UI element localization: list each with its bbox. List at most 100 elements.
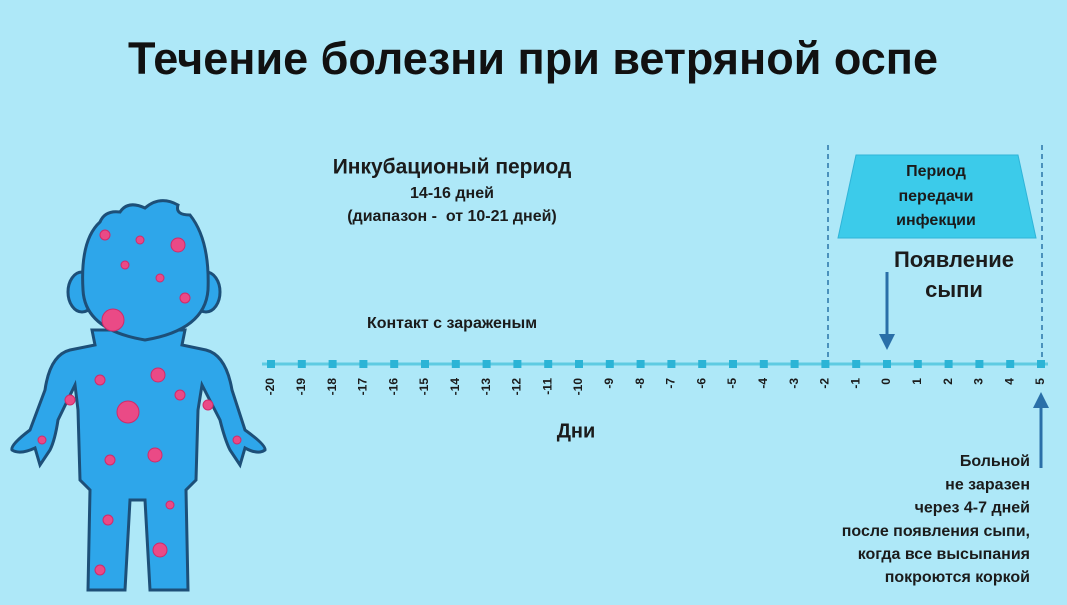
spot: [152, 542, 168, 558]
tick-mark: [759, 360, 768, 368]
tick-mark: [913, 360, 922, 368]
tick-mark: [451, 360, 460, 368]
tick-label: 4: [1002, 378, 1016, 385]
tick-mark: [297, 360, 306, 368]
incubation-range: (диапазон - от 10-21 дней): [347, 208, 557, 225]
tick-label: 1: [910, 378, 924, 385]
spot: [116, 400, 140, 424]
tick-mark: [328, 360, 337, 368]
transmission-label: передачи: [898, 188, 973, 205]
spot: [94, 564, 106, 576]
tick-mark: [636, 360, 645, 368]
tick-label: -19: [294, 378, 308, 396]
tick-mark: [821, 360, 830, 368]
tick-mark: [513, 360, 522, 368]
rash-arrow: [879, 272, 895, 350]
tick-mark: [667, 360, 676, 368]
tick-label: -4: [756, 378, 770, 389]
tick-label: -1: [848, 378, 862, 389]
timeline-ticks: -20 -19 -18 -17 -16 -15 -14 -13 -12 -11 -10 -9 -8 -7-…: [263, 360, 1047, 395]
tick-mark: [790, 360, 799, 368]
tick-mark: [883, 360, 891, 368]
spot: [155, 273, 165, 283]
tick-mark: [852, 360, 861, 368]
spot: [99, 229, 111, 241]
spot: [165, 500, 175, 510]
tick-mark: [359, 360, 368, 368]
tick-label: -9: [602, 378, 616, 389]
contact-label: Контакт с зараженым: [367, 315, 537, 332]
rash-onset-label: сыпи: [925, 277, 983, 302]
spot: [37, 435, 47, 445]
tick-mark: [698, 360, 707, 368]
note-line: после появления сыпи,: [842, 523, 1030, 540]
tick-label: -8: [633, 378, 647, 389]
child-figure: [10, 199, 267, 592]
spot: [135, 235, 145, 245]
incubation-duration: 14-16 дней: [410, 185, 494, 202]
note-line: через 4-7 дней: [915, 500, 1030, 517]
tick-mark: [729, 360, 737, 368]
tick-mark: [1006, 360, 1015, 368]
tick-label: -20: [263, 378, 277, 396]
spot: [64, 394, 76, 406]
spot: [104, 454, 116, 466]
tick-mark: [267, 360, 275, 368]
tick-label: -12: [510, 378, 524, 396]
tick-mark: [482, 360, 491, 368]
tick-label: -17: [356, 378, 370, 396]
spot: [174, 389, 186, 401]
incubation-title: Инкубационый период: [333, 156, 572, 179]
tick-mark: [1037, 360, 1045, 368]
spot: [101, 308, 125, 332]
spot: [147, 447, 163, 463]
tick-mark: [605, 360, 614, 368]
tick-label: 3: [972, 378, 986, 385]
axis-label: Дни: [557, 420, 596, 442]
tick-mark: [390, 360, 399, 368]
title: Течение болезни при ветряной оспе: [128, 33, 938, 84]
tick-label: -15: [417, 378, 431, 396]
note-line: когда все высыпания: [858, 546, 1030, 563]
body: [10, 328, 267, 592]
note-line: покроются коркой: [885, 569, 1030, 586]
spot: [102, 514, 114, 526]
transmission-label: инфекции: [896, 212, 976, 229]
rash-onset-label: Появление: [894, 247, 1014, 272]
tick-label: -7: [664, 378, 678, 389]
tick-mark: [975, 360, 984, 368]
tick-label: -5: [725, 378, 739, 389]
tick-mark: [575, 360, 583, 368]
tick-label: 2: [941, 378, 955, 385]
transmission-label: Период: [906, 163, 966, 180]
arrow-head: [879, 334, 895, 350]
spot: [94, 374, 106, 386]
tick-label: -10: [571, 378, 585, 396]
spot: [179, 292, 191, 304]
transmission-box: [837, 154, 1037, 239]
note-line: Больной: [960, 453, 1030, 470]
tick-mark: [421, 360, 429, 368]
spot: [232, 435, 242, 445]
spot: [170, 237, 186, 253]
spot: [150, 367, 166, 383]
spot: [202, 399, 214, 411]
tick-label: -13: [479, 378, 493, 396]
spot: [120, 260, 130, 270]
tick-mark: [544, 360, 553, 368]
tick-label: 5: [1033, 378, 1047, 385]
tick-label: -16: [386, 378, 400, 396]
head: [81, 199, 210, 342]
rash-spots: [37, 229, 242, 576]
tick-label: -18: [325, 378, 339, 396]
note-line: не заразен: [945, 476, 1030, 493]
tick-label: -2: [818, 378, 832, 389]
arrow-head: [1033, 392, 1049, 408]
tick-label: -6: [694, 378, 708, 389]
recovery-note: Больной не заразен через 4-7 дней после поя…: [842, 453, 1030, 586]
tick-label: 0: [879, 378, 893, 385]
recovery-arrow: [1033, 392, 1049, 468]
tick-mark: [944, 360, 953, 368]
